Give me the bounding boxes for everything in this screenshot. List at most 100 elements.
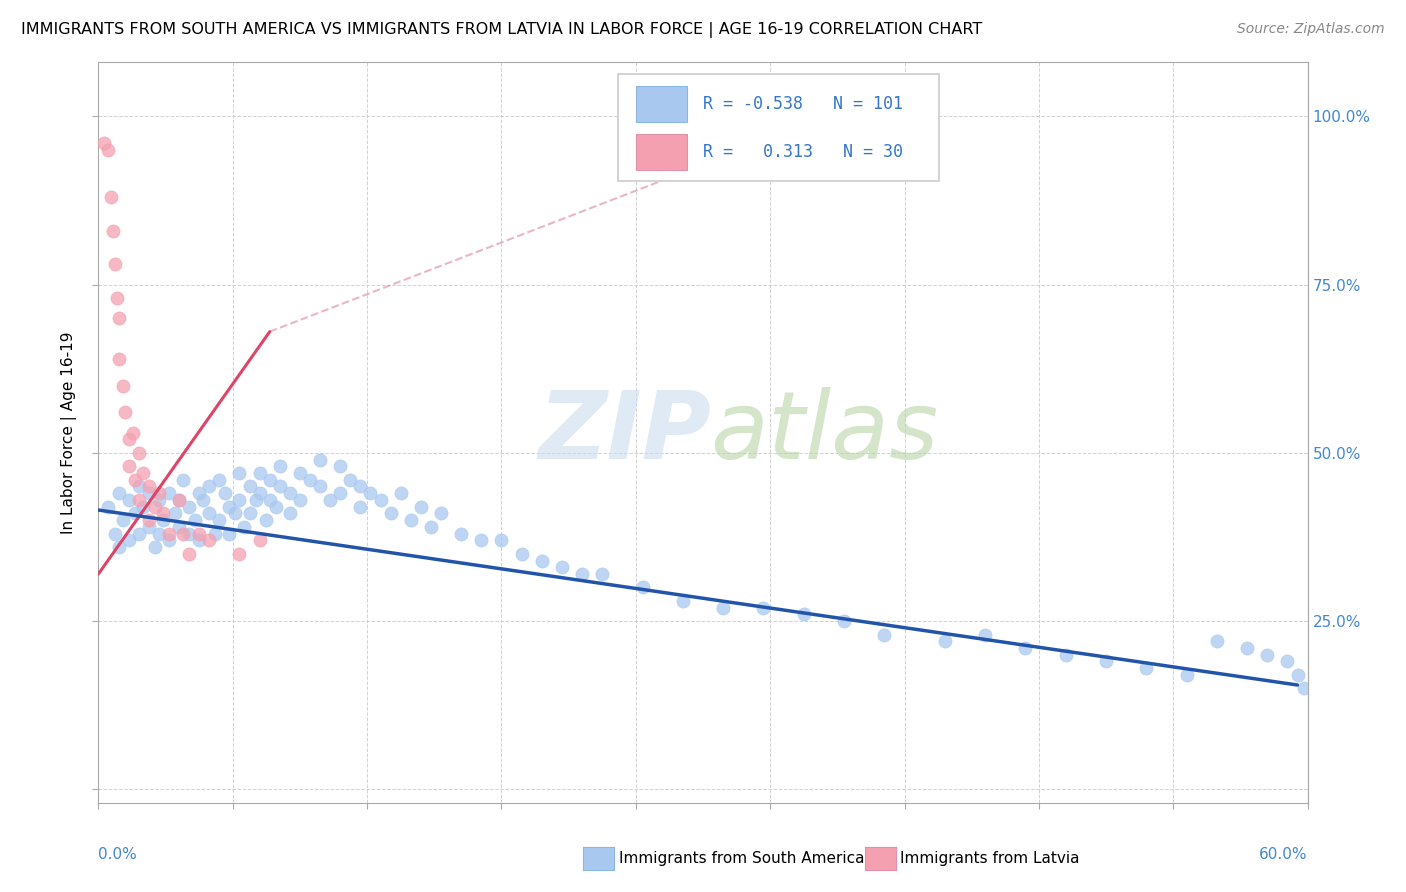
Point xyxy=(1292,681,1315,696)
Point xyxy=(245,492,267,507)
Point xyxy=(157,533,180,548)
Point xyxy=(309,452,332,467)
Point xyxy=(672,594,695,608)
Point xyxy=(97,500,120,514)
Point xyxy=(143,500,166,514)
Point xyxy=(132,500,155,514)
Text: R = -0.538   N = 101: R = -0.538 N = 101 xyxy=(703,95,903,113)
Text: R =   0.313   N = 30: R = 0.313 N = 30 xyxy=(703,143,903,161)
Point xyxy=(107,540,129,554)
Point xyxy=(208,473,231,487)
Text: Source: ZipAtlas.com: Source: ZipAtlas.com xyxy=(1237,22,1385,37)
Point xyxy=(329,486,352,500)
Point xyxy=(148,492,170,507)
Point xyxy=(118,433,141,447)
Point xyxy=(228,466,250,480)
Point xyxy=(1135,661,1157,675)
Point xyxy=(1286,668,1309,682)
Point xyxy=(111,378,134,392)
Point xyxy=(510,547,533,561)
Point xyxy=(309,479,332,493)
Point xyxy=(179,526,201,541)
Point xyxy=(179,547,201,561)
Point xyxy=(259,473,281,487)
Point xyxy=(551,560,574,574)
Point xyxy=(128,492,150,507)
Point xyxy=(148,486,170,500)
Point xyxy=(107,351,129,366)
Point xyxy=(184,513,207,527)
Point xyxy=(409,500,432,514)
Point xyxy=(591,566,613,581)
Point xyxy=(278,507,301,521)
Point xyxy=(793,607,815,622)
Point xyxy=(259,492,281,507)
Text: atlas: atlas xyxy=(710,387,938,478)
Point xyxy=(339,473,361,487)
Point xyxy=(711,600,734,615)
Point xyxy=(214,486,236,500)
Point xyxy=(1277,655,1299,669)
Point xyxy=(121,425,143,440)
Point xyxy=(148,526,170,541)
Bar xyxy=(637,87,688,121)
Point xyxy=(138,479,160,493)
Text: Immigrants from Latvia: Immigrants from Latvia xyxy=(900,852,1080,866)
Point xyxy=(349,500,371,514)
Point xyxy=(228,547,250,561)
Point xyxy=(124,473,146,487)
Point xyxy=(107,311,129,326)
Point xyxy=(218,500,240,514)
Point xyxy=(188,526,211,541)
Point xyxy=(1206,634,1229,648)
Point xyxy=(974,627,997,641)
Point xyxy=(157,486,180,500)
Point xyxy=(752,600,775,615)
Y-axis label: In Labor Force | Age 16-19: In Labor Force | Age 16-19 xyxy=(60,331,77,534)
Point xyxy=(114,405,136,419)
Text: IMMIGRANTS FROM SOUTH AMERICA VS IMMIGRANTS FROM LATVIA IN LABOR FORCE | AGE 16-: IMMIGRANTS FROM SOUTH AMERICA VS IMMIGRA… xyxy=(21,22,983,38)
Point xyxy=(101,224,124,238)
Point xyxy=(228,492,250,507)
Point xyxy=(138,486,160,500)
Point xyxy=(430,507,453,521)
Point xyxy=(188,533,211,548)
Point xyxy=(103,257,125,271)
Point xyxy=(198,507,221,521)
Point xyxy=(107,486,129,500)
Point xyxy=(420,520,443,534)
Text: 60.0%: 60.0% xyxy=(1260,847,1308,863)
Text: ZIP: ZIP xyxy=(538,386,711,479)
Point xyxy=(380,507,402,521)
Point xyxy=(349,479,371,493)
Point xyxy=(1054,648,1077,662)
Point xyxy=(249,533,271,548)
Point xyxy=(232,520,254,534)
Point xyxy=(832,614,855,628)
Point xyxy=(249,486,271,500)
Point xyxy=(100,190,122,204)
Point xyxy=(491,533,513,548)
Point xyxy=(128,526,150,541)
Point xyxy=(269,479,291,493)
Point xyxy=(1095,655,1118,669)
Point xyxy=(389,486,412,500)
Point xyxy=(239,507,262,521)
Point xyxy=(152,513,174,527)
FancyBboxPatch shape xyxy=(619,73,939,181)
Point xyxy=(111,513,134,527)
Point xyxy=(128,479,150,493)
Point xyxy=(157,526,180,541)
Point xyxy=(208,513,231,527)
Point xyxy=(360,486,382,500)
Point xyxy=(172,473,194,487)
Point xyxy=(193,492,215,507)
Point xyxy=(571,566,593,581)
Point xyxy=(167,492,190,507)
Point xyxy=(128,446,150,460)
Point xyxy=(198,533,221,548)
Point xyxy=(188,486,211,500)
Point xyxy=(93,136,115,151)
Point xyxy=(167,520,190,534)
Point xyxy=(288,492,311,507)
